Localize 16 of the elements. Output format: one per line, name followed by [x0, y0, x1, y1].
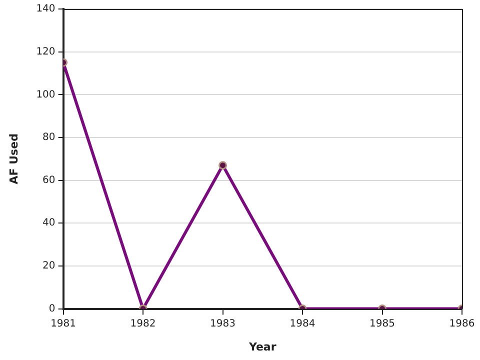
y-tick-label: 0 [48, 303, 56, 314]
y-tick-label: 80 [42, 132, 56, 144]
x-tick-label: 1981 [50, 318, 76, 330]
x-axis-title: Year [248, 340, 277, 354]
x-tick-label: 1984 [290, 318, 316, 330]
y-tick-label: 60 [42, 174, 56, 186]
x-tick-label: 1983 [210, 318, 236, 330]
y-tick-label: 100 [36, 89, 56, 100]
y-axis-title: AF Used [7, 134, 20, 184]
y-tick-label: 20 [42, 260, 56, 272]
y-tick-label: 140 [36, 4, 56, 15]
x-tick-label: 1982 [130, 318, 156, 330]
x-tick-label: 1986 [449, 318, 475, 330]
y-tick-label: 40 [42, 218, 56, 229]
y-tick-label: 120 [36, 46, 56, 58]
x-tick-label: 1985 [370, 318, 395, 330]
